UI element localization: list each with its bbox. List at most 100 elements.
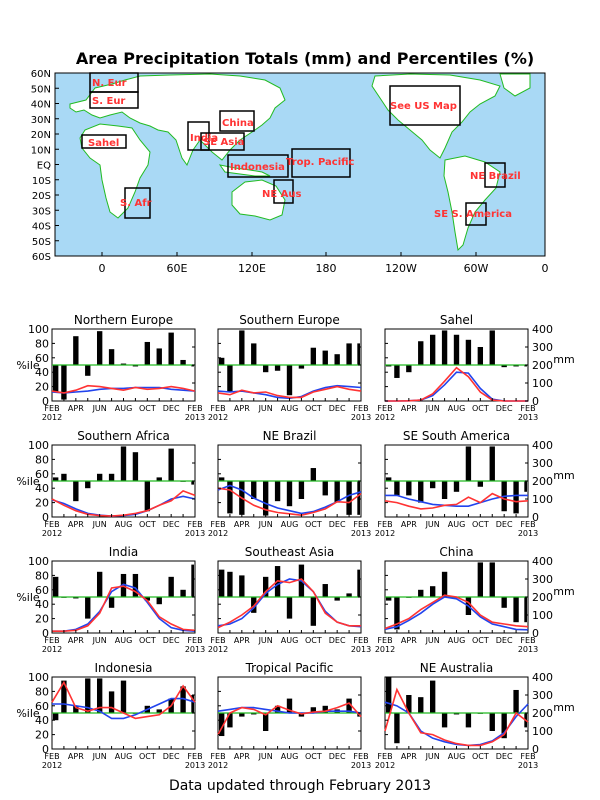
percentile-bar xyxy=(429,334,436,365)
indonesia-shape xyxy=(218,164,271,177)
lat-label: 30S xyxy=(32,206,51,217)
month-label: DEC xyxy=(329,404,346,413)
year-start-label: 2012 xyxy=(42,645,62,654)
region-box xyxy=(81,134,127,149)
percentile-bar xyxy=(262,713,269,731)
region-label: SE Asia xyxy=(203,137,244,148)
month-label: OCT xyxy=(305,404,322,413)
month-label: JUN xyxy=(425,752,440,761)
lon-label: 120E xyxy=(238,262,266,275)
percentile-bar xyxy=(465,713,472,728)
world-map: 60N 50N 40N 30N 20N 10N EQ 10S 20S 30S 40S 50S 60S 0 6… xyxy=(31,69,549,275)
region-box xyxy=(291,148,351,178)
mm-tick-label: 400 xyxy=(532,555,553,568)
month-label: APR xyxy=(68,752,84,761)
percentile-bar xyxy=(85,597,91,619)
pct-tick-label: 60 xyxy=(35,352,49,365)
percentile-bar xyxy=(386,677,392,713)
percentile-bar xyxy=(286,597,293,619)
pct-tick-label: 40 xyxy=(35,366,49,379)
pct-tick-label: 40 xyxy=(35,598,49,611)
percentile-bar xyxy=(477,481,484,487)
month-label: FEB xyxy=(187,404,202,413)
year-end-label: 2013 xyxy=(351,529,371,538)
percentile-bar xyxy=(191,481,194,485)
lon-label: 180 xyxy=(316,262,337,275)
year-end-label: 2013 xyxy=(185,761,205,770)
observed-precip-line xyxy=(217,385,362,399)
month-label: AUG xyxy=(115,636,133,645)
month-label: FEB xyxy=(187,520,202,529)
percentile-bar xyxy=(219,569,225,597)
month-label: OCT xyxy=(305,636,322,645)
percentile-bar xyxy=(346,343,352,365)
percentile-bar xyxy=(513,689,519,713)
percentile-bar xyxy=(334,597,340,601)
percentile-bar xyxy=(346,698,352,713)
month-label: DEC xyxy=(163,520,180,529)
lon-label: 60E xyxy=(167,262,188,275)
pct-tick-label: 100 xyxy=(28,671,49,684)
month-label: JUN xyxy=(92,404,107,413)
mm-tick-label: 300 xyxy=(532,689,553,702)
month-label: APR xyxy=(234,520,250,529)
panel-title: Indonesia xyxy=(94,661,152,675)
lat-label: 50N xyxy=(31,84,51,95)
percentile-bar xyxy=(310,707,317,713)
month-label: AUG xyxy=(281,404,299,413)
percentile-bar xyxy=(322,584,328,597)
year-end-label: 2013 xyxy=(185,529,205,538)
mm-axis-label: mm xyxy=(553,353,574,366)
month-label: FEB xyxy=(210,636,225,645)
panel-china: China 0 100 200 300 400 mm FEB APR JUN AUG OCT DEC FE… xyxy=(375,545,575,654)
month-label: JUN xyxy=(92,752,107,761)
panel-title: SE South America xyxy=(403,429,510,443)
month-label: FEB xyxy=(44,520,59,529)
region-label: India xyxy=(190,133,218,144)
percentile-bar xyxy=(334,354,340,365)
percentile-bar xyxy=(524,597,527,623)
region-box xyxy=(227,154,289,178)
month-label: DEC xyxy=(496,520,513,529)
mm-tick-label: 200 xyxy=(532,359,553,372)
mm-tick-label: 0 xyxy=(532,511,539,524)
month-label: APR xyxy=(234,636,250,645)
month-label: AUG xyxy=(115,404,133,413)
month-label: OCT xyxy=(139,636,156,645)
percentile-bar xyxy=(322,350,328,365)
percentile-bar xyxy=(394,597,400,630)
month-label: JUN xyxy=(425,404,440,413)
percentile-bar xyxy=(227,571,233,597)
month-label: FEB xyxy=(353,636,368,645)
year-end-label: 2013 xyxy=(351,645,371,654)
month-label: OCT xyxy=(472,520,489,529)
percentile-bar xyxy=(61,473,67,481)
lat-label: 40S xyxy=(32,222,51,233)
pct-axis-label: %ile xyxy=(16,359,40,372)
region-label: China xyxy=(222,118,254,129)
region-box xyxy=(465,202,487,226)
region-box xyxy=(219,110,255,132)
percentile-bar xyxy=(120,363,127,365)
month-label: FEB xyxy=(520,752,535,761)
percentile-bar xyxy=(108,597,115,608)
percentile-bar xyxy=(156,709,162,713)
panel-sahel: Sahel 0 100 200 300 400 mm FEB APR JUN AUG OCT DEC FE… xyxy=(375,313,575,422)
mm-tick-label: 400 xyxy=(532,439,553,452)
percentile-bar xyxy=(418,481,424,503)
pct-tick-label: 80 xyxy=(35,337,49,350)
percentile-bar xyxy=(96,678,103,713)
percentile-bar xyxy=(465,446,472,481)
region-label: Indonesia xyxy=(230,162,285,173)
percentile-bar xyxy=(524,365,527,367)
percentile-bar xyxy=(156,597,162,605)
percentile-bar xyxy=(73,481,79,502)
percentile-bar xyxy=(513,481,519,514)
percentile-bar xyxy=(346,593,352,597)
percentile-bar xyxy=(96,331,103,365)
month-label: FEB xyxy=(210,404,225,413)
month-label: APR xyxy=(68,636,84,645)
